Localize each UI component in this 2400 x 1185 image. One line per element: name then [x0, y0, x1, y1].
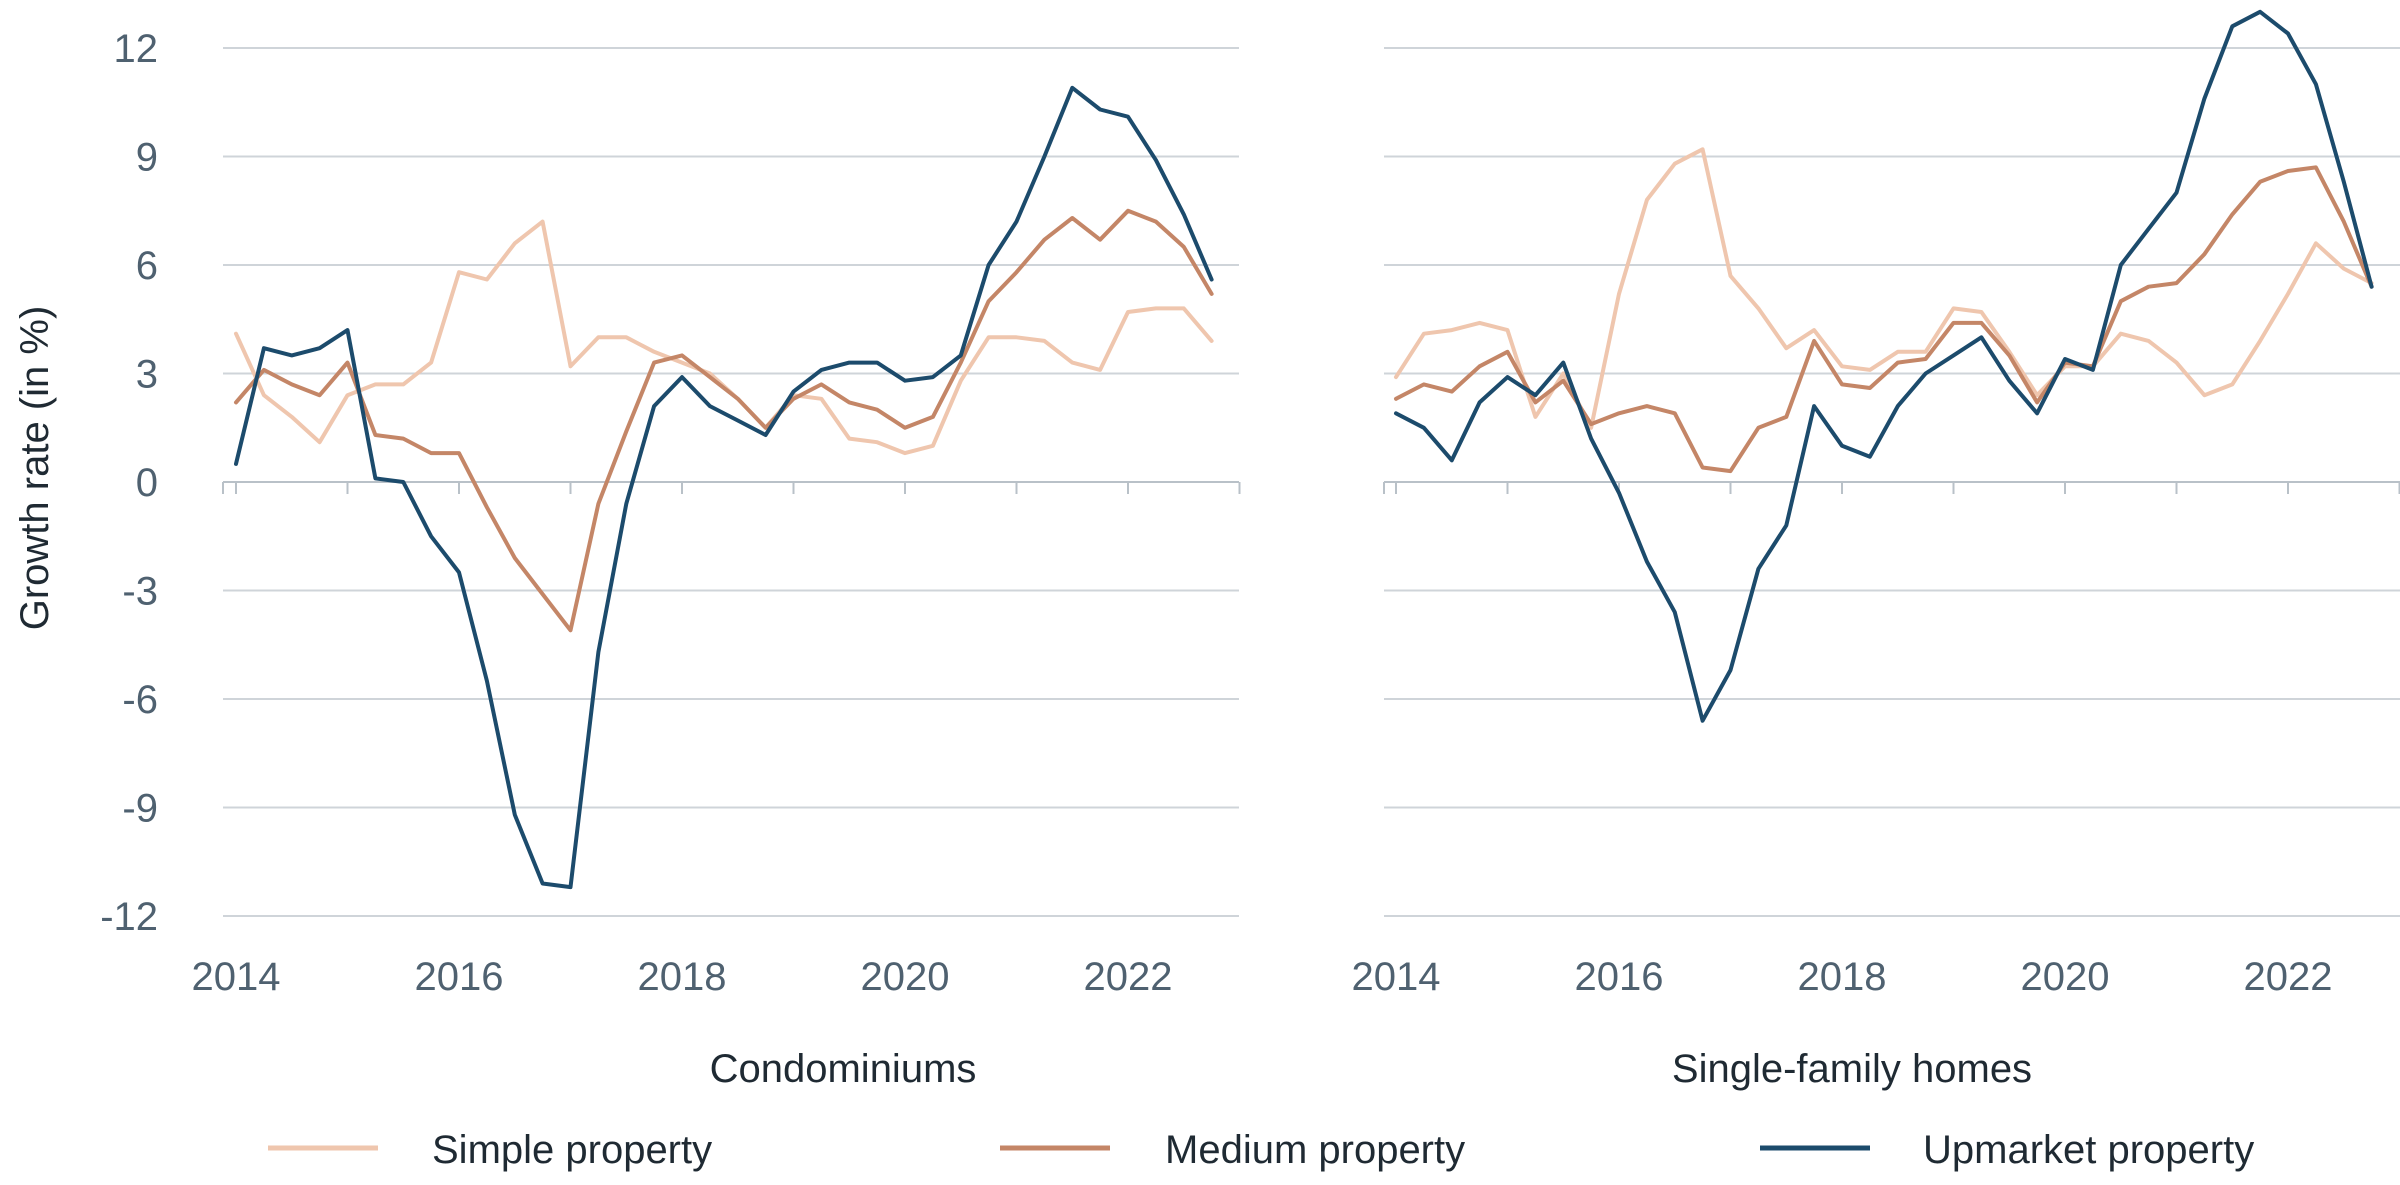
panel-title-condominiums: Condominiums: [710, 1047, 977, 1091]
y-tick-label: -9: [122, 787, 158, 831]
x-tick-label: 2014: [192, 955, 281, 999]
y-tick-label: -6: [122, 678, 158, 722]
panel-title-single-family: Single-family homes: [1672, 1047, 2032, 1091]
panel-single-family: 2014 2016 2018 2020 2022 Single-family homes: [1352, 9, 2400, 1091]
panel-condominiums: 12 9 6 3 0 -3 -6 -9 -12 2014 2016 2018 2020 2022 Condo…: [100, 27, 1241, 1091]
legend-label-upmarket: Upmarket property: [1923, 1128, 2254, 1172]
y-tick-label: 3: [136, 353, 158, 397]
y-tick-label: 6: [136, 244, 158, 288]
x-tick-label: 2014: [1352, 955, 1441, 999]
y-tick-label: -3: [122, 570, 158, 614]
x-tick-label: 2020: [861, 955, 950, 999]
x-tick-label: 2020: [2021, 955, 2110, 999]
series-line-single-family-medium: [1394, 165, 2374, 474]
series-line-condominiums-simple: [234, 219, 1214, 456]
series-line-single-family-upmarket: [1394, 9, 2374, 723]
series-line-condominiums-medium: [234, 208, 1214, 633]
y-tick-label: -12: [100, 895, 158, 939]
y-tick-label: 9: [136, 136, 158, 180]
x-tick-label: 2022: [2244, 955, 2333, 999]
x-tick-label: 2016: [1575, 955, 1664, 999]
legend: Simple property Medium property Upmarket p…: [268, 1128, 2254, 1172]
y-tick-label: 12: [114, 27, 159, 71]
legend-item-medium: Medium property: [1000, 1128, 1465, 1172]
legend-label-simple: Simple property: [432, 1128, 712, 1172]
legend-label-medium: Medium property: [1165, 1128, 1465, 1172]
x-tick-label: 2022: [1084, 955, 1173, 999]
series-line-condominiums-upmarket: [234, 85, 1214, 890]
legend-item-simple: Simple property: [268, 1128, 712, 1172]
x-tick-label: 2018: [1798, 955, 1887, 999]
x-tick-label: 2018: [638, 955, 727, 999]
series-line-single-family-simple: [1394, 147, 2374, 430]
y-tick-label: 0: [136, 461, 158, 505]
panels-layer: 12 9 6 3 0 -3 -6 -9 -12 2014 2016 2018 2020 2022 Condo…: [100, 9, 2400, 1091]
y-axis-title: Growth rate (in %): [13, 306, 57, 631]
legend-item-upmarket: Upmarket property: [1760, 1128, 2254, 1172]
x-tick-label: 2016: [415, 955, 504, 999]
